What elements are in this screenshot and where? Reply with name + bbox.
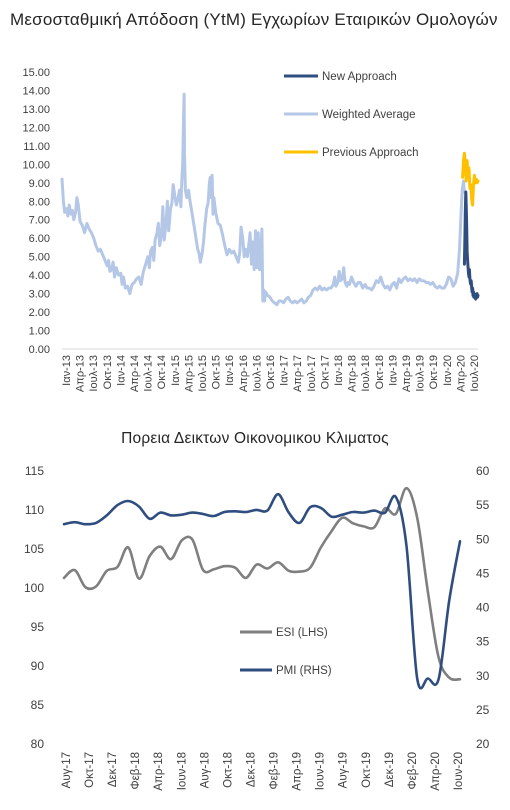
right-y-tick-label: 45 (476, 566, 490, 580)
series-line (462, 190, 480, 301)
left-y-tick-label: 80 (31, 737, 45, 751)
right-y-tick-label: 25 (476, 703, 490, 717)
x-tick-label: Φεβ-19 (269, 752, 281, 790)
left-y-tick-label: 95 (31, 620, 45, 634)
x-tick-label: Απρ-15 (183, 355, 195, 392)
x-tick-label: Ιαν-13 (61, 355, 73, 386)
series-line (62, 486, 462, 682)
left-y-tick-label: 90 (31, 659, 45, 673)
left-y-tick-label: 110 (25, 503, 44, 517)
x-tick-label: Φεβ-18 (130, 752, 142, 790)
right-y-tick-label: 35 (476, 635, 490, 649)
left-y-tick-label: 105 (24, 542, 44, 556)
x-tick-label: Ιουλ-18 (360, 355, 372, 392)
left-y-tick-label: 115 (25, 464, 44, 478)
x-tick-label: Οκτ-17 (84, 752, 96, 788)
x-tick-label: Οκτ-19 (361, 752, 373, 788)
x-tick-label: Δεκ-17 (107, 752, 119, 787)
x-tick-label: Ιαν-16 (224, 355, 236, 386)
right-y-tick-label: 50 (476, 532, 490, 546)
y-tick-label: 8.00 (29, 196, 50, 208)
chart1-title: Μεσοσταθμική Απόδοση (YtM) Εγχωρίων Εται… (10, 10, 498, 29)
right-y-tick-label: 30 (476, 669, 490, 683)
y-tick-label: 7.00 (29, 215, 50, 227)
y-tick-label: 6.00 (29, 233, 50, 245)
x-tick-label: Οκτ-13 (102, 355, 114, 389)
x-tick-label: Αυγ-17 (61, 752, 73, 788)
x-tick-label: Απρ-13 (75, 355, 87, 392)
right-y-tick-label: 55 (476, 498, 490, 512)
y-tick-label: 15.00 (22, 67, 50, 79)
legend-label: PMI (RHS) (276, 665, 332, 677)
y-tick-label: 12.00 (22, 122, 50, 134)
x-tick-label: Απρ-17 (292, 355, 304, 392)
x-tick-label: Ιουν-19 (315, 752, 327, 790)
x-tick-label: Οκτ-18 (222, 752, 234, 788)
legend-label: ESI (LHS) (276, 627, 328, 639)
y-tick-label: 4.00 (29, 270, 50, 282)
series-line (461, 151, 480, 207)
x-tick-label: Φεβ-20 (407, 752, 419, 790)
x-tick-label: Αυγ-19 (338, 752, 350, 788)
x-tick-label: Ιαν-14 (115, 355, 127, 386)
x-tick-label: Ιουλ-14 (143, 355, 155, 392)
legend-label: Weighted Average (322, 109, 416, 121)
yield-chart: 0.00 1.00 2.00 3.00 4.00 5.00 6.00 7.00 8.00 9.00… (22, 67, 481, 392)
y-tick-label: 3.00 (29, 289, 50, 301)
x-tick-label: Απρ-19 (401, 355, 413, 392)
x-tick-label: Δεκ-19 (384, 752, 396, 787)
x-tick-label: Αυγ-18 (199, 752, 211, 788)
y-tick-label: 10.00 (22, 159, 50, 171)
x-tick-label: Απρ-20 (430, 752, 442, 791)
chart2-title: Πορεια Δεικτων Οικονομικου Κλιματος (121, 430, 389, 447)
x-tick-label: Ιουλ-20 (469, 355, 481, 392)
left-y-tick-label: 100 (24, 581, 44, 595)
x-tick-label: Οκτ-17 (319, 355, 331, 389)
x-tick-label: Απρ-19 (292, 752, 304, 791)
x-tick-label: Ιαν-15 (170, 355, 182, 386)
y-tick-label: 11.00 (23, 141, 50, 153)
x-tick-label: Ιουλ-16 (251, 355, 263, 392)
right-y-tick-label: 20 (476, 737, 490, 751)
x-tick-label: Ιαν-19 (387, 355, 399, 386)
x-tick-label: Ιουλ-13 (88, 355, 100, 392)
series-line (62, 492, 462, 690)
y-tick-label: 9.00 (29, 178, 50, 190)
x-tick-label: Απρ-14 (129, 355, 141, 392)
x-tick-label: Ιουλ-19 (415, 355, 427, 392)
y-tick-label: 14.00 (22, 85, 50, 97)
x-tick-label: Απρ-16 (238, 355, 250, 392)
x-tick-label: Ιαν-20 (442, 355, 454, 386)
left-y-tick-label: 85 (31, 698, 45, 712)
x-tick-label: Ιαν-18 (333, 355, 345, 386)
y-tick-label: 1.00 (29, 326, 50, 338)
x-tick-label: Ιουν-18 (176, 752, 188, 790)
y-tick-label: 2.00 (29, 307, 50, 319)
x-tick-label: Οκτ-18 (374, 355, 386, 389)
x-tick-label: Ιουλ-17 (306, 355, 318, 392)
x-tick-label: Οκτ-14 (156, 355, 168, 389)
right-y-tick-label: 60 (476, 464, 490, 478)
y-tick-label: 0.00 (29, 344, 50, 356)
y-tick-label: 5.00 (29, 252, 50, 264)
legend-label: Previous Approach (322, 147, 419, 159)
x-tick-label: Δεκ-18 (245, 752, 257, 787)
right-y-tick-label: 40 (476, 601, 490, 615)
x-tick-label: Απρ-20 (455, 355, 467, 392)
x-tick-label: Οκτ-15 (211, 355, 223, 389)
legend-label: New Approach (322, 71, 397, 83)
x-tick-label: Απρ-18 (153, 752, 165, 791)
x-tick-label: Ιουλ-15 (197, 355, 209, 392)
x-tick-label: Ιαν-17 (279, 355, 291, 386)
series-line (60, 92, 466, 307)
x-tick-label: Ιουν-20 (453, 752, 465, 790)
y-tick-label: 13.00 (22, 104, 50, 116)
x-tick-label: Απρ-18 (347, 355, 359, 392)
x-tick-label: Οκτ-16 (265, 355, 277, 389)
x-tick-label: Οκτ-19 (428, 355, 440, 389)
